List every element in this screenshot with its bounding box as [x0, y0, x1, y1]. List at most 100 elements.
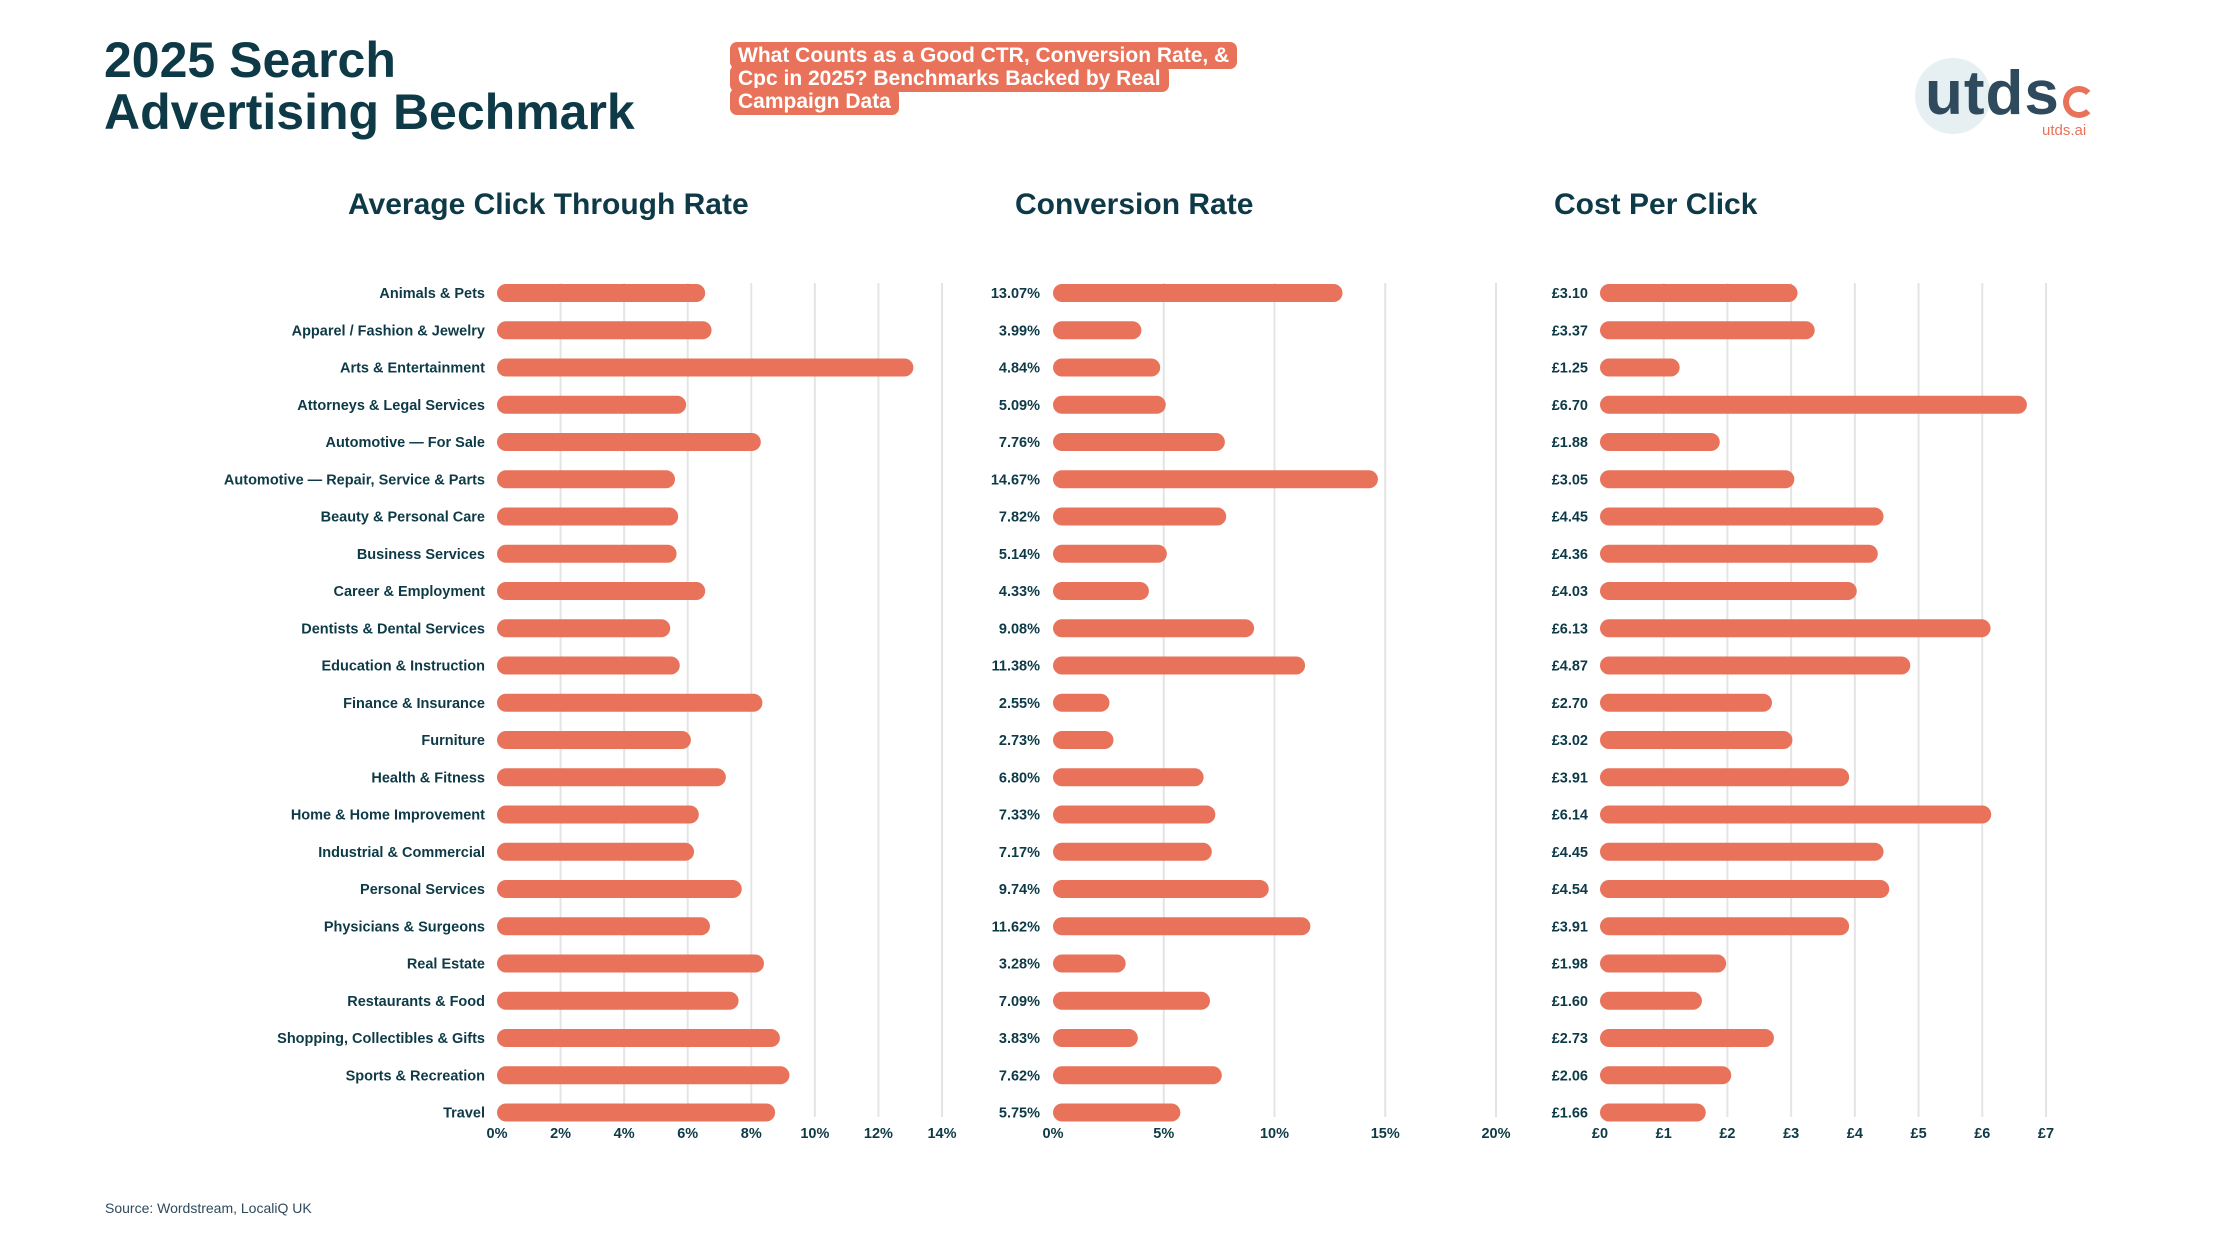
ctr-tick-label: 8% — [741, 1126, 762, 1142]
category-label: Dentists & Dental Services — [301, 621, 485, 637]
ctr-bar — [497, 433, 761, 451]
ctr-bar — [497, 507, 679, 526]
ctr-bar — [497, 991, 739, 1010]
cpc-value-label: £1.60 — [1552, 994, 1588, 1010]
ctr-bar — [497, 842, 695, 861]
category-label: Travel — [443, 1106, 485, 1122]
logo-circle — [1915, 58, 1991, 134]
cpc-value-label: £3.37 — [1552, 323, 1588, 339]
conversion-bar — [1053, 880, 1269, 898]
ctr-bar — [497, 656, 680, 675]
category-label: Attorneys & Legal Services — [297, 398, 485, 414]
conversion-tick-label: 15% — [1371, 1126, 1400, 1142]
cpc-tick-label: £4 — [1847, 1126, 1863, 1142]
conversion-bar — [1053, 395, 1166, 414]
cpc-tick-label: £2 — [1719, 1126, 1735, 1142]
ctr-bar — [497, 395, 687, 414]
category-label: Career & Employment — [334, 584, 486, 600]
conversion-value-label: 3.99% — [999, 323, 1040, 339]
ctr-bar — [497, 544, 677, 563]
ctr-bar — [497, 880, 742, 898]
cpc-bar — [1600, 656, 1911, 675]
logo-url: utds.ai — [2042, 122, 2087, 139]
conversion-value-label: 11.62% — [992, 919, 1040, 935]
conversion-value-label: 7.82% — [999, 510, 1040, 526]
cpc-bar — [1600, 805, 1992, 824]
cpc-value-label: £1.88 — [1552, 435, 1588, 451]
conversion-bar — [1053, 842, 1212, 861]
cpc-value-label: £6.14 — [1552, 808, 1588, 824]
cpc-value-label: £4.45 — [1552, 845, 1588, 861]
ctr-tick-label: 14% — [927, 1126, 956, 1142]
conversion-tick-label: 0% — [1043, 1126, 1064, 1142]
cpc-bar — [1600, 991, 1702, 1010]
conversion-value-label: 7.62% — [999, 1068, 1040, 1084]
cpc-tick-label: £6 — [1974, 1126, 1990, 1142]
cpc-value-label: £4.87 — [1552, 659, 1588, 675]
cpc-value-label: £6.13 — [1552, 621, 1588, 637]
cpc-tick-label: £1 — [1656, 1126, 1672, 1142]
conversion-bar — [1053, 358, 1161, 377]
cpc-value-label: £3.10 — [1552, 286, 1588, 302]
conversion-bar — [1053, 954, 1126, 973]
category-label: Restaurants & Food — [347, 994, 485, 1010]
ctr-bar — [497, 731, 691, 749]
conversion-value-label: 2.73% — [999, 733, 1040, 749]
category-label: Arts & Entertainment — [340, 361, 485, 377]
ctr-bar — [497, 284, 706, 302]
cpc-tick-label: £5 — [1911, 1126, 1927, 1142]
cpc-bar — [1600, 731, 1793, 749]
cpc-bar — [1600, 619, 1991, 638]
conversion-bar — [1053, 1029, 1138, 1047]
cpc-bar — [1600, 1103, 1706, 1122]
category-label: Physicians & Surgeons — [324, 919, 485, 935]
conversion-value-label: 7.33% — [999, 808, 1040, 824]
conversion-bar — [1053, 544, 1167, 563]
ctr-tick-label: 6% — [677, 1126, 698, 1142]
source-note: Source: Wordstream, LocaliQ UK — [105, 1200, 312, 1216]
ctr-bar — [497, 470, 675, 489]
cpc-bar — [1600, 1066, 1732, 1085]
cpc-bar — [1600, 954, 1727, 973]
tagline-badge: What Counts as a Good CTR, Conversion Ra… — [730, 42, 1250, 115]
conversion-bar — [1053, 991, 1211, 1010]
utds-logo: utds utds.ai — [1915, 54, 2095, 144]
conversion-bar — [1053, 1066, 1222, 1085]
cpc-value-label: £2.70 — [1552, 696, 1588, 712]
cpc-bar — [1600, 768, 1850, 787]
page-title: 2025 Search Advertising Bechmark — [104, 34, 704, 138]
cpc-value-label: £3.05 — [1552, 472, 1588, 488]
conversion-value-label: 5.09% — [999, 398, 1040, 414]
category-label: Industrial & Commercial — [318, 845, 485, 861]
cpc-tick-label: £7 — [2038, 1126, 2054, 1142]
ctr-bar — [497, 693, 763, 712]
category-label: Personal Services — [360, 882, 485, 898]
conversion-value-label: 3.28% — [999, 957, 1040, 973]
ctr-bar — [497, 582, 706, 600]
cpc-value-label: £1.66 — [1552, 1106, 1588, 1122]
conversion-value-label: 14.67% — [991, 472, 1040, 488]
category-label: Shopping, Collectibles & Gifts — [277, 1031, 485, 1047]
conversion-value-label: 5.14% — [999, 547, 1040, 563]
category-label: Real Estate — [407, 957, 485, 973]
category-label: Automotive — For Sale — [325, 435, 485, 451]
conversion-bar — [1053, 693, 1110, 712]
cpc-value-label: £4.45 — [1552, 510, 1588, 526]
category-label: Home & Home Improvement — [291, 808, 485, 824]
cpc-bar — [1600, 284, 1798, 302]
cpc-bar — [1600, 917, 1850, 936]
ctr-bar — [497, 358, 914, 377]
conversion-value-label: 9.74% — [999, 882, 1040, 898]
conversion-bar — [1053, 507, 1227, 526]
conversion-tick-label: 10% — [1260, 1126, 1289, 1142]
ctr-bar — [497, 1029, 780, 1047]
cpc-value-label: £2.73 — [1552, 1031, 1588, 1047]
conversion-bar — [1053, 1103, 1181, 1122]
conversion-bar — [1053, 619, 1255, 638]
category-label: Apparel / Fashion & Jewelry — [292, 323, 485, 339]
conversion-value-label: 7.17% — [999, 845, 1040, 861]
conversion-bar — [1053, 321, 1142, 340]
cpc-value-label: £2.06 — [1552, 1068, 1588, 1084]
ctr-bar — [497, 917, 710, 936]
